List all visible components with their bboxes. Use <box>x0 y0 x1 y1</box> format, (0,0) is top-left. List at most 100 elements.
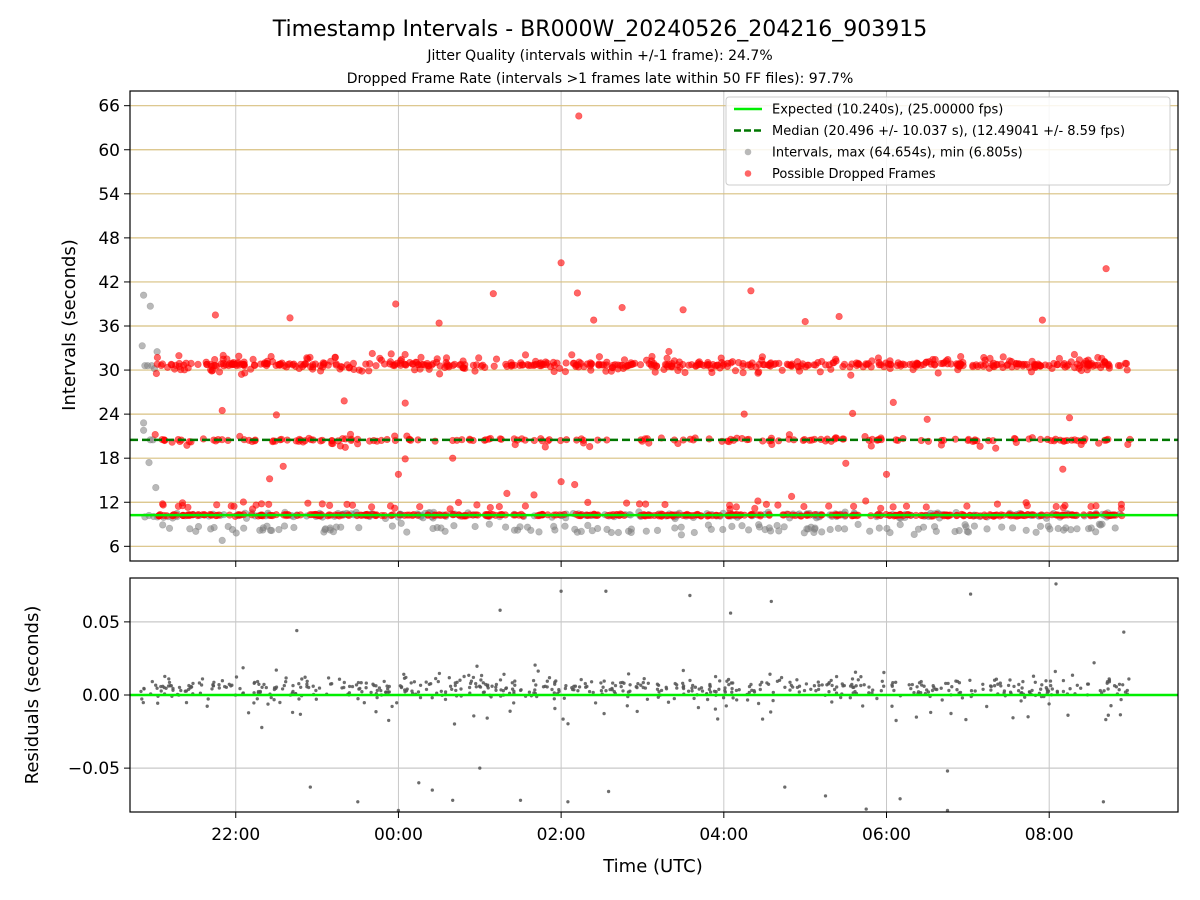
residual-point <box>621 689 625 693</box>
residual-point <box>150 679 155 684</box>
residual-point <box>688 678 692 683</box>
residual-point <box>452 722 457 726</box>
residual-point <box>870 688 875 692</box>
residual-point <box>730 690 734 694</box>
residual-point <box>1086 682 1091 686</box>
residual-point <box>372 683 376 688</box>
dropped-frame-point <box>446 505 454 513</box>
residual-point <box>328 682 333 686</box>
residual-point <box>553 706 557 711</box>
dropped-frame-point <box>401 350 409 359</box>
residual-point <box>1011 716 1015 720</box>
interval-point <box>719 525 727 534</box>
dropped-frame-point <box>897 362 905 370</box>
dropped-frame-point <box>247 365 255 373</box>
dropped-frame-point <box>1114 362 1123 370</box>
residual-point <box>914 715 919 719</box>
y-tick-label: 48 <box>98 229 120 249</box>
dropped-frame-point <box>1038 316 1046 324</box>
interval-point <box>485 520 493 528</box>
legend-box <box>725 96 1171 186</box>
residual-point <box>502 672 506 676</box>
interval-point <box>1022 526 1030 534</box>
residual-point <box>1048 683 1053 688</box>
residual-point <box>155 686 159 690</box>
residual-point <box>852 685 856 689</box>
dropped-frame-point <box>663 354 671 362</box>
dropped-frame-point <box>648 352 656 361</box>
dropped-frame-point <box>304 499 312 507</box>
residual-point <box>890 704 894 708</box>
dropped-frame-point <box>800 502 808 511</box>
residual-point <box>958 690 963 695</box>
dropped-frame-point <box>557 478 565 486</box>
dropped-frame-point <box>993 360 1001 368</box>
dropped-frame-point <box>992 444 1000 452</box>
dropped-frame-point <box>368 503 376 511</box>
interval-point <box>1008 524 1017 532</box>
dropped-frame-point <box>886 364 894 373</box>
residual-point <box>364 685 368 690</box>
bottom-ylabel: Residuals (seconds) <box>22 606 43 785</box>
residual-point <box>1030 688 1034 693</box>
dropped-frame-point <box>1053 361 1061 369</box>
interval-point <box>1046 525 1054 533</box>
residual-point <box>141 700 146 705</box>
residual-point <box>1026 715 1030 719</box>
legend-entry-label: Intervals, max (64.654s), min (6.805s) <box>772 146 1023 161</box>
residual-point <box>533 688 537 692</box>
interval-point <box>1062 524 1070 532</box>
residual-point <box>723 690 727 694</box>
residual-point <box>758 687 762 692</box>
residual-point <box>724 704 728 708</box>
residual-point <box>494 685 498 689</box>
dropped-frame-point <box>178 502 187 510</box>
residual-point <box>282 683 286 688</box>
residual-point <box>379 688 383 693</box>
residual-point <box>758 683 762 687</box>
residual-point <box>717 687 721 691</box>
residual-point <box>412 680 417 684</box>
legend-entry-label: Median (20.496 +/- 10.037 s), (12.49041 … <box>772 124 1125 139</box>
residual-point <box>579 677 583 682</box>
residual-point <box>636 681 640 686</box>
dropped-frame-point <box>327 357 335 365</box>
interval-point <box>561 522 569 530</box>
y-tick-label: 42 <box>98 273 120 293</box>
residual-point <box>1044 679 1048 683</box>
dropped-frame-point <box>979 362 988 370</box>
residual-point <box>1068 686 1072 691</box>
interval-point <box>886 528 894 537</box>
dropped-frame-point <box>263 357 272 365</box>
residual-point <box>814 688 818 693</box>
dropped-frame-point <box>425 365 433 373</box>
residual-point <box>356 680 361 685</box>
residual-point <box>191 681 195 686</box>
dropped-frame-point <box>1122 359 1131 368</box>
residual-point <box>140 697 144 701</box>
dropped-frame-point <box>365 367 373 375</box>
residual-point <box>973 689 977 693</box>
residual-point <box>879 688 883 693</box>
residual-point <box>666 700 671 704</box>
residual-point <box>404 675 408 680</box>
dropped-frame-point <box>708 368 716 377</box>
interval-point <box>875 524 883 532</box>
interval-point <box>951 527 959 536</box>
residual-point <box>375 688 379 693</box>
dropped-frame-point <box>1048 364 1056 373</box>
residual-point <box>188 686 192 690</box>
residual-point <box>783 785 787 789</box>
dropped-frame-point <box>827 365 835 373</box>
residual-point <box>272 697 276 702</box>
dropped-frame-point <box>874 354 883 362</box>
interval-point <box>642 527 650 535</box>
residual-point <box>498 608 502 612</box>
interval-point <box>780 523 788 531</box>
residual-point <box>167 680 172 685</box>
dropped-frame-point <box>164 363 172 371</box>
interval-point <box>140 291 148 299</box>
x-tick-label: 06:00 <box>862 825 911 845</box>
residual-point <box>912 690 916 695</box>
dropped-frame-point <box>755 368 763 376</box>
